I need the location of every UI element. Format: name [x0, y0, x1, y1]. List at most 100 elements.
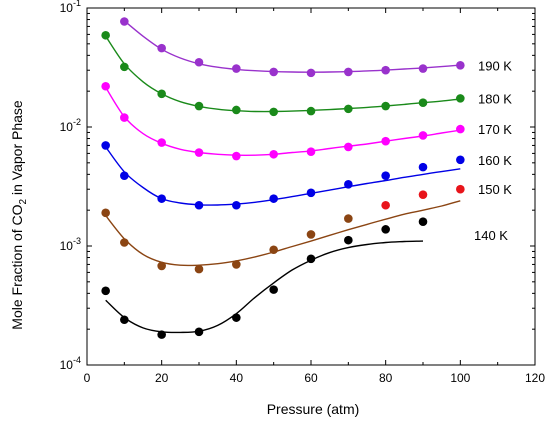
series-190-k	[120, 17, 465, 78]
data-point	[306, 230, 316, 239]
data-point	[157, 261, 166, 271]
series-140-k	[101, 217, 428, 339]
data-point	[232, 64, 241, 73]
x-axis-title: Pressure (atm)	[267, 401, 360, 417]
data-point	[381, 65, 390, 75]
series-label: 140 K	[474, 228, 508, 243]
data-point	[120, 17, 129, 26]
series	[101, 17, 465, 339]
data-point	[157, 330, 166, 339]
data-point	[456, 60, 465, 70]
data-point	[344, 142, 353, 152]
fit-curve	[105, 200, 461, 267]
data-point	[418, 217, 428, 227]
data-point	[381, 101, 390, 111]
data-point	[120, 62, 129, 72]
data-point	[232, 105, 241, 115]
data-point	[120, 315, 129, 325]
data-point	[344, 235, 353, 245]
series-180-k	[101, 30, 465, 117]
data-point	[194, 200, 204, 210]
data-point	[194, 264, 204, 274]
data-point	[344, 214, 353, 223]
data-point	[456, 155, 465, 165]
data-point	[269, 149, 278, 159]
data-point	[269, 194, 278, 203]
data-point	[120, 171, 129, 180]
data-point	[418, 190, 428, 199]
x-tick-label: 20	[155, 371, 169, 385]
data-point	[194, 101, 204, 111]
series-label: 170 K	[478, 122, 512, 137]
data-point	[194, 327, 204, 337]
data-point	[232, 151, 241, 161]
data-point	[101, 81, 110, 91]
data-point	[306, 254, 316, 264]
data-point	[456, 94, 465, 103]
data-point	[269, 67, 278, 77]
data-point	[194, 148, 204, 157]
data-point	[344, 67, 353, 77]
data-point	[101, 30, 110, 40]
fit-curve	[123, 20, 461, 73]
series-150-k	[101, 184, 465, 274]
x-tick-label: 120	[525, 371, 545, 385]
y-tick-label: 10-2	[60, 117, 81, 134]
series-labels: 140 K 150 K 160 K 170 K 180 K 190 K	[474, 58, 512, 242]
data-point	[101, 286, 110, 296]
data-point	[306, 147, 316, 157]
x-tick-label: 100	[450, 371, 470, 385]
data-point	[306, 106, 316, 116]
data-point	[157, 89, 166, 99]
x-axis: 0 20 40 60 80 100 120	[84, 8, 545, 385]
data-point	[194, 57, 204, 67]
data-point	[381, 171, 390, 180]
x-tick-label: 40	[230, 371, 244, 385]
data-point	[344, 104, 353, 114]
data-point	[306, 68, 316, 78]
series-label: 180 K	[478, 91, 512, 106]
y-axis-title-suffix: in Vapor Phase	[9, 100, 25, 199]
data-point	[269, 285, 278, 294]
y-tick-label: 10-1	[60, 0, 81, 15]
data-point	[456, 124, 465, 134]
series-label: 190 K	[478, 58, 512, 73]
x-tick-label: 60	[304, 371, 318, 385]
data-point	[381, 136, 390, 146]
data-point	[232, 260, 241, 269]
y-axis-title-prefix: Mole Fraction of CO	[9, 204, 25, 329]
data-point	[418, 64, 428, 73]
data-point	[101, 141, 110, 150]
data-point	[232, 313, 241, 322]
data-point	[344, 179, 353, 189]
data-point	[418, 131, 428, 140]
data-point	[418, 98, 428, 108]
series-170-k	[101, 81, 465, 161]
data-point	[120, 113, 129, 122]
y-tick-label: 10-4	[60, 355, 81, 372]
data-point	[418, 162, 428, 172]
y-tick-label: 10-3	[60, 236, 81, 253]
data-point	[101, 208, 110, 218]
series-label: 160 K	[478, 153, 512, 168]
data-point	[269, 245, 278, 255]
data-point	[456, 184, 465, 194]
data-point	[120, 238, 129, 247]
y-axis-title-subscript: 2	[18, 198, 29, 204]
series-160-k	[101, 141, 465, 210]
data-point	[269, 107, 278, 117]
x-tick-label: 80	[379, 371, 393, 385]
data-point	[157, 138, 166, 147]
data-point	[381, 200, 390, 210]
y-axis: 10-1 10-2 10-3 10-4	[60, 0, 535, 372]
data-point	[306, 188, 316, 198]
data-point	[157, 43, 166, 53]
y-axis-title: Mole Fraction of CO2 in Vapor Phase	[9, 100, 29, 330]
data-point	[157, 194, 166, 203]
plot-frame	[86, 7, 536, 366]
data-point	[232, 200, 241, 210]
series-label: 150 K	[478, 182, 512, 197]
x-tick-label: 0	[84, 371, 91, 385]
data-point	[381, 225, 390, 234]
